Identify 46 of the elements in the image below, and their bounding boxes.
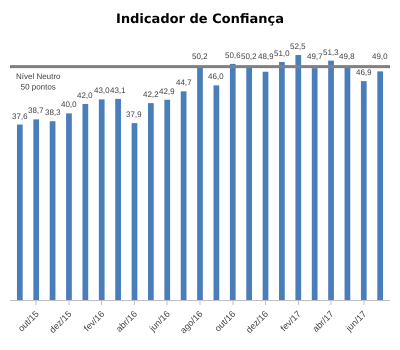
bar <box>344 68 350 300</box>
bar <box>33 119 40 300</box>
data-label: 44,7 <box>176 78 192 87</box>
data-label: 43,1 <box>110 86 126 95</box>
data-label: 49,8 <box>339 52 356 61</box>
data-label: 37,9 <box>126 110 142 119</box>
bar <box>262 72 268 300</box>
bar <box>230 64 236 300</box>
bar <box>115 98 121 300</box>
data-label: 50,2 <box>241 52 258 61</box>
bar <box>360 81 367 300</box>
data-label: 42,2 <box>143 90 160 99</box>
data-label: 50,2 <box>192 52 208 61</box>
data-label: 48,9 <box>258 52 274 61</box>
bar <box>82 104 88 300</box>
data-label: 51,0 <box>274 49 290 58</box>
bar <box>98 99 105 300</box>
bar <box>66 113 72 300</box>
data-label: 40,0 <box>61 100 78 109</box>
data-label: 38,3 <box>45 108 62 117</box>
data-label: 42,0 <box>77 91 94 100</box>
chart-title: Indicador de Confiança <box>116 12 284 28</box>
bar <box>328 60 334 300</box>
data-label: 38,7 <box>28 106 44 115</box>
bar <box>164 100 170 300</box>
bar <box>295 55 302 300</box>
bar <box>50 121 56 300</box>
data-label: 51,3 <box>323 48 340 57</box>
data-label: 37,6 <box>12 112 28 121</box>
data-label: 46,9 <box>356 68 372 77</box>
data-label: 43,0 <box>94 86 110 95</box>
bar <box>377 71 384 300</box>
ref-line-label: Nível Neutro 50 pontos <box>16 72 62 92</box>
bar <box>16 124 23 300</box>
bar <box>312 68 318 300</box>
data-label: 46,0 <box>208 72 224 81</box>
bar <box>148 103 154 300</box>
data-label: 49,0 <box>372 52 388 61</box>
bar <box>279 62 285 300</box>
bar <box>180 91 186 300</box>
bar <box>214 85 220 300</box>
data-label: 52,5 <box>290 42 306 51</box>
data-label: 49,7 <box>307 52 324 61</box>
data-label: 50,6 <box>225 51 242 60</box>
data-label: 42,9 <box>159 87 176 96</box>
bar <box>132 123 138 300</box>
